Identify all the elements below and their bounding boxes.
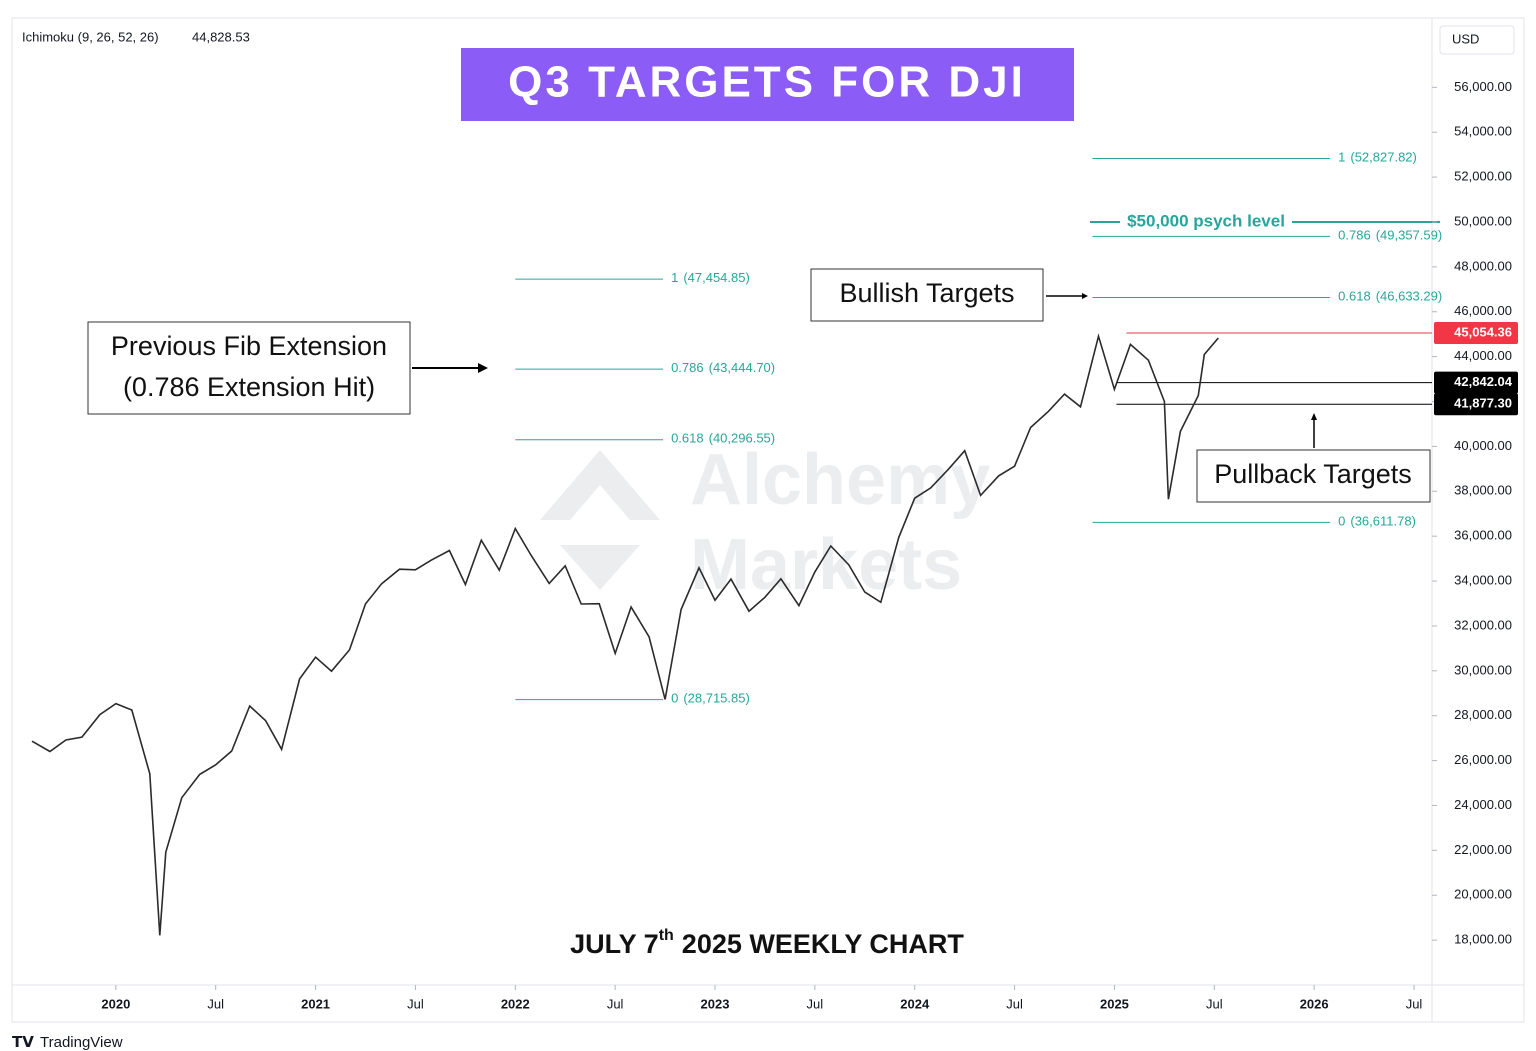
fib-ratio: 0.618	[671, 431, 704, 446]
fib-value: (47,454.85)	[683, 271, 750, 286]
x-tick-label: Jul	[1406, 996, 1423, 1011]
arrow-head	[478, 363, 488, 373]
fib-label: 0.786 (43,444.70)	[671, 361, 775, 376]
y-tick-label: 48,000.00	[1454, 258, 1512, 273]
fib-value: (36,611.78)	[1350, 514, 1416, 529]
fib-ratio: 0.786	[671, 361, 704, 376]
watermark-text: Markets	[690, 525, 962, 605]
fib-label: 0 (36,611.78)	[1338, 514, 1416, 529]
title-box	[461, 48, 1074, 121]
y-tick-label: 28,000.00	[1454, 707, 1512, 722]
currency-box[interactable]	[1439, 25, 1515, 55]
x-tick-label: 2021	[301, 996, 330, 1011]
annotation: Bullish Targets	[839, 278, 1014, 308]
y-tick-label: 54,000.00	[1454, 124, 1512, 139]
fib-value: (40,296.55)	[709, 431, 776, 446]
price-label: 42,842.04	[1454, 374, 1513, 389]
fib-value: (49,357.59)	[1376, 228, 1443, 243]
footer-part: th	[659, 927, 674, 944]
x-tick-label: Jul	[807, 996, 824, 1011]
watermark-text: Alchemy	[690, 440, 990, 520]
x-tick-label: 2022	[501, 996, 530, 1011]
y-tick-label: 44,000.00	[1454, 348, 1512, 363]
x-tick-label: 2024	[900, 996, 930, 1011]
fib-value: (52,827.82)	[1350, 150, 1417, 165]
footer-part: 2025 WEEKLY CHART	[682, 929, 965, 959]
y-tick-label: 34,000.00	[1454, 572, 1512, 587]
fib-ratio: 0.618	[1338, 289, 1371, 304]
x-tick-label: 2023	[701, 996, 730, 1011]
fib-value: (28,715.85)	[683, 691, 750, 706]
indicator-value: 44,828.53	[192, 29, 250, 44]
psych-label: $50,000 psych level	[1127, 211, 1285, 230]
annotation: Pullback Targets	[1214, 459, 1412, 489]
price-label: 45,054.36	[1454, 324, 1512, 339]
fib-label: 0.618 (46,633.29)	[1338, 289, 1442, 304]
fib-ratio: 0	[671, 691, 678, 706]
fib-label: 0.618 (40,296.55)	[671, 431, 775, 446]
brand-logo: 𝗧𝗩	[12, 1034, 34, 1051]
y-tick-label: 32,000.00	[1454, 617, 1512, 632]
y-tick-label: 24,000.00	[1454, 797, 1512, 812]
arrow-head	[1311, 413, 1317, 420]
footer-part: JULY 7	[570, 929, 659, 959]
annotation-box	[810, 268, 1044, 322]
watermark: Alchemy Markets	[540, 440, 990, 605]
price-badge	[1434, 371, 1518, 394]
fib-label: 0.786 (49,357.59)	[1338, 228, 1442, 243]
fib-value: (43,444.70)	[709, 361, 776, 376]
annotation-box	[1196, 449, 1431, 503]
y-tick-label: 30,000.00	[1454, 662, 1512, 677]
y-tick-label: 40,000.00	[1454, 438, 1512, 453]
watermark-logo	[540, 450, 660, 590]
fib-ratio: 0.786	[1338, 228, 1371, 243]
y-tick-label: 56,000.00	[1454, 79, 1512, 94]
y-tick-label: 22,000.00	[1454, 842, 1512, 857]
x-tick-label: 2025	[1100, 996, 1129, 1011]
fib-label: 1 (47,454.85)	[671, 271, 750, 286]
fib-ratio: 1	[671, 271, 678, 286]
y-tick-label: 20,000.00	[1454, 887, 1512, 902]
annotation: Previous Fib Extension	[111, 331, 387, 361]
y-tick-label: 38,000.00	[1454, 483, 1512, 498]
currency[interactable]: USD	[1452, 31, 1479, 46]
annotation: (0.786 Extension Hit)	[123, 372, 375, 402]
x-tick-label: Jul	[407, 996, 424, 1011]
price-badge	[1434, 321, 1518, 344]
fib-label: 0 (28,715.85)	[671, 691, 750, 706]
x-tick-label: Jul	[1206, 996, 1223, 1011]
arrow-head	[1082, 293, 1088, 299]
fib-label: 1 (52,827.82)	[1338, 150, 1417, 165]
x-tick-label: 2026	[1300, 996, 1329, 1011]
x-tick-label: 2020	[101, 996, 130, 1011]
x-tick-label: Jul	[607, 996, 624, 1011]
brand: TradingView	[40, 1034, 123, 1051]
y-tick-label: 46,000.00	[1454, 303, 1512, 318]
fib-ratio: 0	[1338, 514, 1345, 529]
price-label: 41,877.30	[1454, 396, 1512, 411]
y-tick-label: 52,000.00	[1454, 169, 1512, 184]
fib-value: (46,633.29)	[1376, 289, 1443, 304]
price-line-series	[31, 333, 1219, 936]
frame	[11, 17, 1525, 1023]
y-tick-label: 50,000.00	[1454, 213, 1512, 228]
annotation-box	[87, 321, 411, 415]
x-tick-label: Jul	[207, 996, 224, 1011]
price-badge	[1434, 393, 1518, 416]
plot: 1 (47,454.85) 0.786 (43,444.70) 0.618 (40,296…	[31, 150, 1442, 936]
y-tick-label: 26,000.00	[1454, 752, 1512, 767]
y-tick-label: 18,000.00	[1454, 932, 1512, 947]
footer-title: JULY 7th 2025 WEEKLY CHART	[570, 927, 964, 959]
x-tick-label: Jul	[1006, 996, 1023, 1011]
indicator-name: Ichimoku (9, 26, 52, 26)	[22, 29, 159, 44]
fib-ratio: 1	[1338, 150, 1345, 165]
chart-title: Q3 TARGETS FOR DJI	[508, 58, 1026, 107]
y-tick-label: 36,000.00	[1454, 528, 1512, 543]
